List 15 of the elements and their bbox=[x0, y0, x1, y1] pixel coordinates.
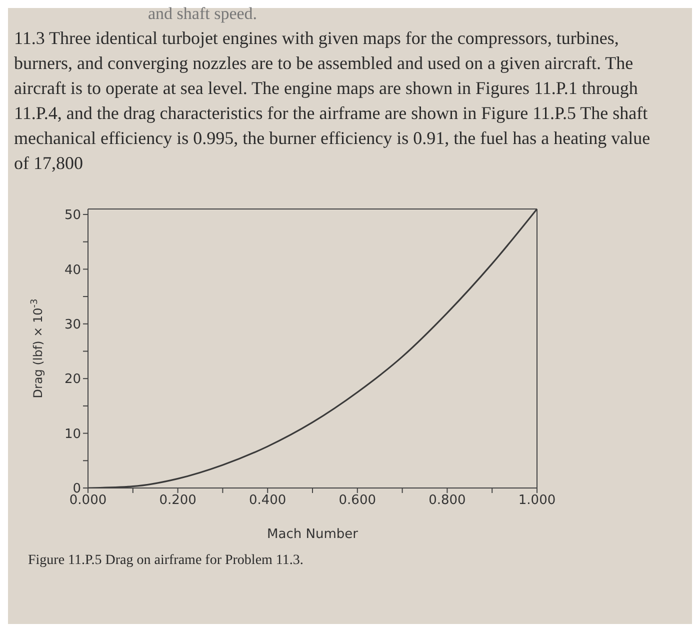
x-tick-label: 0.600 bbox=[338, 493, 376, 508]
y-tick-label: 30 bbox=[64, 317, 81, 332]
x-tick-label: 0.200 bbox=[159, 493, 196, 508]
y-tick-label: 10 bbox=[64, 426, 81, 442]
x-tick-label: 0.400 bbox=[248, 493, 286, 508]
caption: Figure 11.P.5 Drag on airframe for Problem 11.3. bbox=[28, 553, 304, 569]
x-axis-title: Mach Number bbox=[267, 527, 359, 542]
y-tick-label: 40 bbox=[64, 262, 81, 278]
x-tick-label: 0.000 bbox=[69, 493, 107, 508]
x-tick-label: 0.800 bbox=[428, 493, 466, 508]
y-tick-label: 20 bbox=[64, 372, 81, 388]
y-tick-label: 50 bbox=[64, 208, 81, 224]
text: and shaft speed. bbox=[148, 4, 258, 24]
x-tick-label: 1.000 bbox=[518, 493, 556, 508]
chart-title: 11.3 Three identical turbojet engines with given maps for the compressors, turbines, burners, and converging nozzles are to be assembled and used on a given aircraft. The aircraft is to operate at sea level. The engine maps are shown in Figures 11.P.1 through 11.P.4, and the drag characteristics for the airframe are shown in Figure 11.P.5 The shaft mechanical efficiency is 0.995, the burner efficiency is 0.91, the fuel has a heating value of 17,800 bbox=[14, 27, 652, 175]
